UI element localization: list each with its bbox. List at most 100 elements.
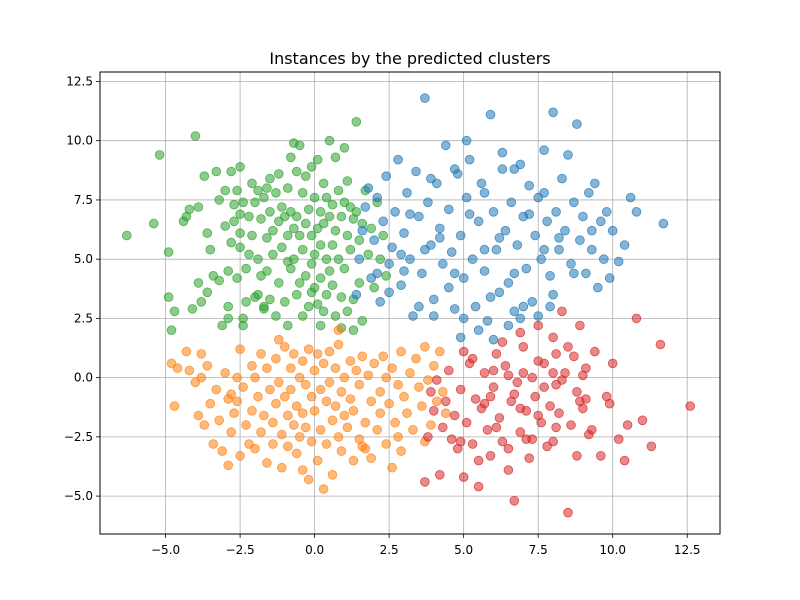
data-point: [363, 370, 374, 381]
data-point: [366, 223, 377, 234]
data-point: [291, 289, 302, 300]
data-point: [262, 183, 272, 193]
data-point: [381, 171, 392, 182]
data-point: [560, 225, 570, 236]
data-point: [437, 422, 448, 433]
data-point: [449, 164, 460, 174]
data-point: [202, 360, 213, 371]
data-point: [551, 207, 561, 217]
data-point: [399, 391, 409, 402]
data-point: [253, 289, 263, 300]
data-point: [220, 368, 231, 378]
data-point: [235, 162, 245, 172]
data-point: [473, 325, 484, 336]
data-point: [235, 228, 245, 238]
data-point: [309, 192, 320, 203]
data-point: [327, 469, 338, 480]
data-point: [607, 358, 618, 369]
data-point: [428, 311, 439, 321]
y-tick-label: −5.0: [64, 489, 93, 503]
x-tick-label: −5.0: [151, 543, 180, 557]
data-point: [420, 244, 430, 255]
data-point: [497, 436, 508, 447]
data-point: [578, 370, 588, 381]
data-point: [437, 386, 448, 397]
data-point: [324, 346, 335, 357]
data-point: [509, 164, 520, 174]
data-point: [256, 214, 266, 224]
data-point: [545, 270, 555, 281]
data-point: [291, 166, 302, 177]
data-point: [342, 176, 353, 186]
data-point: [273, 334, 284, 345]
data-point: [294, 432, 305, 442]
data-point: [235, 242, 245, 253]
data-point: [658, 218, 669, 229]
data-point: [485, 109, 496, 120]
y-tick-label: 10.0: [66, 134, 93, 148]
data-point: [548, 368, 558, 378]
data-point: [300, 171, 311, 182]
data-point: [557, 375, 567, 385]
data-point: [455, 384, 466, 395]
data-point: [181, 346, 192, 357]
data-point: [542, 216, 552, 227]
data-point: [238, 197, 248, 208]
data-point: [294, 230, 305, 241]
data-point: [408, 424, 418, 435]
data-point: [330, 311, 341, 321]
data-point: [345, 394, 356, 404]
data-point: [494, 233, 505, 243]
data-point: [357, 225, 368, 236]
data-point: [262, 363, 272, 374]
data-point: [148, 218, 159, 229]
data-point: [569, 268, 579, 279]
x-axis: −5.0 −2.5 0.0 2.5 5.0 7.5 10.0 12.5: [151, 534, 701, 557]
x-tick-label: 10.0: [599, 543, 626, 557]
data-point: [327, 280, 338, 291]
data-point: [515, 403, 526, 414]
data-point: [327, 199, 338, 210]
data-point: [414, 301, 424, 312]
data-point: [282, 183, 293, 193]
data-point: [572, 386, 582, 397]
data-point: [431, 396, 442, 407]
data-point: [420, 477, 430, 487]
data-point: [256, 349, 266, 359]
data-point: [518, 341, 529, 352]
data-point: [491, 349, 502, 359]
data-point: [393, 379, 403, 390]
data-point: [193, 202, 204, 212]
data-point: [294, 372, 305, 383]
data-point: [586, 225, 597, 236]
data-point: [247, 360, 257, 371]
data-point: [387, 363, 397, 374]
data-point: [622, 420, 633, 430]
data-point: [533, 320, 543, 331]
data-point: [339, 263, 350, 274]
data-point: [581, 268, 591, 279]
data-point: [467, 353, 478, 364]
cluster-0-points: [122, 117, 392, 336]
data-point: [509, 495, 520, 506]
data-point: [223, 301, 234, 312]
cluster-1-points: [166, 325, 451, 494]
data-point: [533, 311, 543, 321]
data-point: [315, 424, 326, 435]
data-point: [411, 353, 421, 364]
data-point: [172, 363, 183, 374]
data-point: [244, 249, 254, 260]
data-point: [297, 465, 308, 475]
data-point: [309, 365, 320, 376]
data-point: [342, 422, 353, 433]
data-point: [202, 287, 213, 298]
data-point: [300, 379, 311, 390]
data-point: [473, 455, 484, 466]
data-point: [276, 462, 287, 473]
data-point: [434, 469, 445, 480]
data-point: [306, 230, 317, 241]
data-point: [494, 413, 505, 423]
data-point: [262, 233, 272, 243]
data-point: [285, 152, 296, 163]
data-point: [205, 398, 216, 409]
